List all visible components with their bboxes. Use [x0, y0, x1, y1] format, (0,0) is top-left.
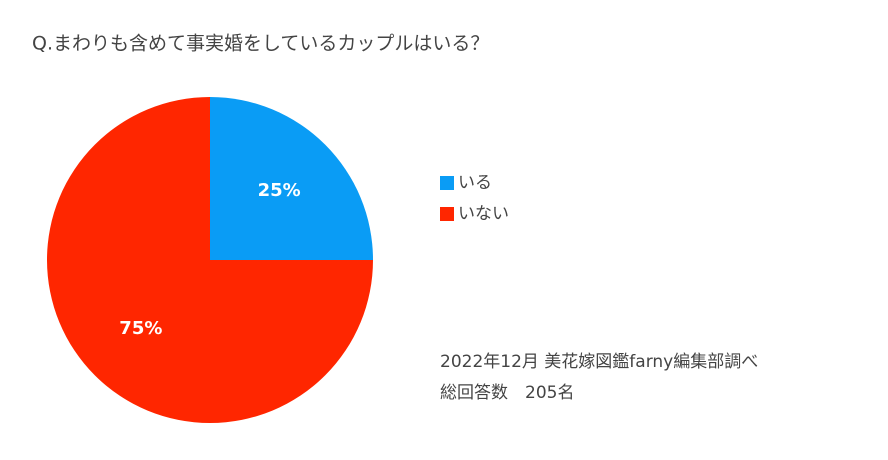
- legend-label: いない: [458, 204, 509, 224]
- pie-slice: [47, 97, 373, 423]
- legend-label: いる: [458, 173, 492, 193]
- pie-slice: [210, 97, 373, 260]
- slice-label: 75%: [119, 318, 162, 339]
- slice-label: 25%: [258, 180, 301, 201]
- annotation: 2022年12月 美花嫁図鑑farny編集部調べ: [440, 352, 758, 372]
- legend-swatch: [440, 176, 454, 190]
- legend-swatch: [440, 207, 454, 221]
- chart-title: Q.まわりも含めて事実婚をしているカップルはいる？: [32, 33, 489, 55]
- annotation: 総回答数 205名: [440, 383, 574, 403]
